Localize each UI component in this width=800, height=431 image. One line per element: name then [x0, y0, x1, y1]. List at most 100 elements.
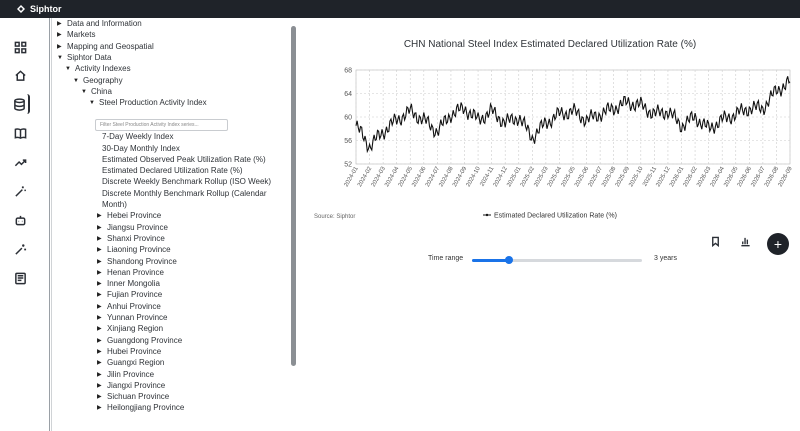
caret-right-icon[interactable]: ▶: [97, 303, 102, 310]
tree-scrollbar[interactable]: [291, 26, 296, 366]
tree-item-label: Estimated Declared Utilization Rate (%): [102, 166, 243, 176]
tree-item-label: Estimated Observed Peak Utilization Rate…: [102, 154, 266, 164]
caret-right-icon[interactable]: ▶: [97, 213, 102, 220]
tree-item[interactable]: ▶ Yunnan Province: [97, 313, 168, 323]
logo-icon: [17, 5, 25, 13]
tree-item[interactable]: Month): [102, 200, 127, 210]
trending-up-icon[interactable]: [10, 152, 30, 172]
legend-label: Estimated Declared Utilization Rate (%): [494, 213, 617, 220]
caret-down-icon[interactable]: ▼: [89, 100, 95, 107]
caret-right-icon[interactable]: ▶: [97, 394, 102, 401]
tree-item[interactable]: Estimated Declared Utilization Rate (%): [102, 166, 243, 176]
bar-chart-icon[interactable]: [738, 234, 752, 248]
caret-right-icon[interactable]: ▶: [97, 224, 102, 231]
tree-item[interactable]: ▶ Jilin Province: [97, 370, 154, 380]
caret-right-icon[interactable]: ▶: [97, 405, 102, 412]
caret-right-icon[interactable]: ▶: [97, 348, 102, 355]
tree-item[interactable]: Discrete Weekly Benchmark Rollup (ISO We…: [102, 177, 271, 187]
tree-item[interactable]: ▶ Henan Province: [97, 268, 164, 278]
tree-item[interactable]: ▼ China: [81, 87, 112, 97]
series-filter-input[interactable]: Filter Steel Production Activity Index s…: [95, 119, 228, 131]
tree-item[interactable]: ▶ Heilongjiang Province: [97, 403, 184, 413]
caret-right-icon[interactable]: ▶: [97, 371, 102, 378]
tree-item[interactable]: ▶ Anhui Province: [97, 302, 161, 312]
robot-icon[interactable]: [10, 210, 30, 230]
top-bar: Siphtor: [0, 0, 800, 18]
tree-item[interactable]: ▶ Guangdong Province: [97, 336, 182, 346]
tree-item[interactable]: ▶ Shandong Province: [97, 257, 177, 267]
caret-right-icon[interactable]: ▶: [97, 235, 102, 242]
tree-item[interactable]: ▼ Siphtor Data: [57, 53, 111, 63]
caret-right-icon[interactable]: ▶: [97, 258, 102, 265]
caret-down-icon[interactable]: ▼: [57, 54, 63, 61]
tree-item[interactable]: ▶ Xinjiang Region: [97, 324, 163, 334]
tree-item[interactable]: ▶ Guangxi Region: [97, 358, 164, 368]
caret-right-icon[interactable]: ▶: [97, 337, 102, 344]
caret-right-icon[interactable]: ▶: [97, 247, 102, 254]
sparkle-wand-icon[interactable]: [10, 239, 30, 259]
tree-item-label: Guangxi Region: [107, 358, 165, 368]
tree-item[interactable]: 30-Day Monthly Index: [102, 144, 180, 154]
tree-item-label: 7-Day Weekly Index: [102, 132, 174, 142]
magic-wand-icon[interactable]: [10, 181, 30, 201]
bookmark-icon[interactable]: [708, 234, 722, 248]
tree-item[interactable]: ▶ Inner Mongolia: [97, 279, 160, 289]
tree-item[interactable]: Discrete Monthly Benchmark Rollup (Calen…: [102, 189, 267, 199]
tree-item[interactable]: ▶ Jiangsu Province: [97, 223, 168, 233]
tree-item[interactable]: ▶ Shanxi Province: [97, 234, 165, 244]
chart-source: Source: Siphtor: [314, 214, 356, 220]
tree-item-label: Discrete Weekly Benchmark Rollup (ISO We…: [102, 177, 272, 187]
tree-item[interactable]: ▶ Liaoning Province: [97, 245, 171, 255]
tree-item[interactable]: ▶ Sichuan Province: [97, 392, 169, 402]
database-icon[interactable]: [10, 94, 30, 114]
caret-right-icon[interactable]: ▶: [57, 32, 62, 39]
caret-right-icon[interactable]: ▶: [57, 43, 62, 50]
tree-item[interactable]: ▶ Hubei Province: [97, 347, 161, 357]
tree-item[interactable]: ▶ Mapping and Geospatial: [57, 42, 154, 52]
tree-item[interactable]: ▼ Geography: [73, 76, 123, 86]
time-range-value: 3 years: [654, 255, 677, 262]
tree-item-label: Anhui Province: [107, 301, 161, 311]
tree-item[interactable]: ▶ Markets: [57, 30, 95, 40]
newspaper-icon[interactable]: [10, 268, 30, 288]
tree-item[interactable]: 7-Day Weekly Index: [102, 132, 173, 142]
book-icon[interactable]: [10, 123, 30, 143]
tree-item-label: Fujian Province: [107, 290, 163, 300]
tree-item[interactable]: Estimated Observed Peak Utilization Rate…: [102, 155, 266, 165]
caret-right-icon[interactable]: ▶: [97, 315, 102, 321]
time-range-slider[interactable]: [472, 256, 642, 264]
tree-item[interactable]: ▶ Jiangxi Province: [97, 381, 165, 391]
chart-panel: CHN National Steel Index Estimated Decla…: [300, 18, 800, 431]
caret-down-icon[interactable]: ▼: [73, 77, 79, 84]
caret-right-icon[interactable]: ▶: [57, 21, 62, 27]
tree-item[interactable]: ▶ Hebei Province: [97, 211, 161, 221]
caret-right-icon[interactable]: ▶: [97, 269, 102, 276]
tree-item-label: 30-Day Monthly Index: [102, 143, 180, 153]
caret-down-icon[interactable]: ▼: [65, 66, 71, 73]
caret-right-icon[interactable]: ▶: [97, 281, 102, 288]
tree-item-label: Yunnan Province: [107, 313, 168, 322]
time-range-label: Time range: [428, 255, 464, 262]
tree-item[interactable]: ▼ Activity Indexes: [65, 64, 131, 74]
tree-item-label: Jiangxi Province: [107, 380, 166, 390]
sidebar-divider-inner: [51, 18, 52, 431]
dashboard-icon[interactable]: [10, 37, 30, 57]
tree-item[interactable]: ▶ Data and Information: [57, 19, 142, 29]
tree-item-label: Month): [102, 200, 127, 209]
slider-thumb[interactable]: [505, 256, 514, 264]
tree-item-label: Hubei Province: [107, 346, 162, 356]
add-button[interactable]: +: [767, 233, 789, 255]
tree-item[interactable]: ▼ Steel Production Activity Index: [89, 98, 207, 108]
brand[interactable]: Siphtor: [16, 4, 62, 14]
tree-item-label: Shandong Province: [107, 256, 177, 266]
caret-right-icon[interactable]: ▶: [97, 360, 102, 367]
caret-right-icon[interactable]: ▶: [97, 292, 102, 299]
series-line: [355, 76, 791, 154]
caret-down-icon[interactable]: ▼: [81, 88, 87, 95]
caret-right-icon[interactable]: ▶: [97, 382, 102, 389]
tree-item-label: Heilongjiang Province: [107, 403, 185, 413]
tree-item-label: Sichuan Province: [107, 392, 170, 402]
caret-right-icon[interactable]: ▶: [97, 326, 102, 333]
tree-item[interactable]: ▶ Fujian Province: [97, 290, 162, 300]
home-icon[interactable]: [10, 65, 30, 85]
